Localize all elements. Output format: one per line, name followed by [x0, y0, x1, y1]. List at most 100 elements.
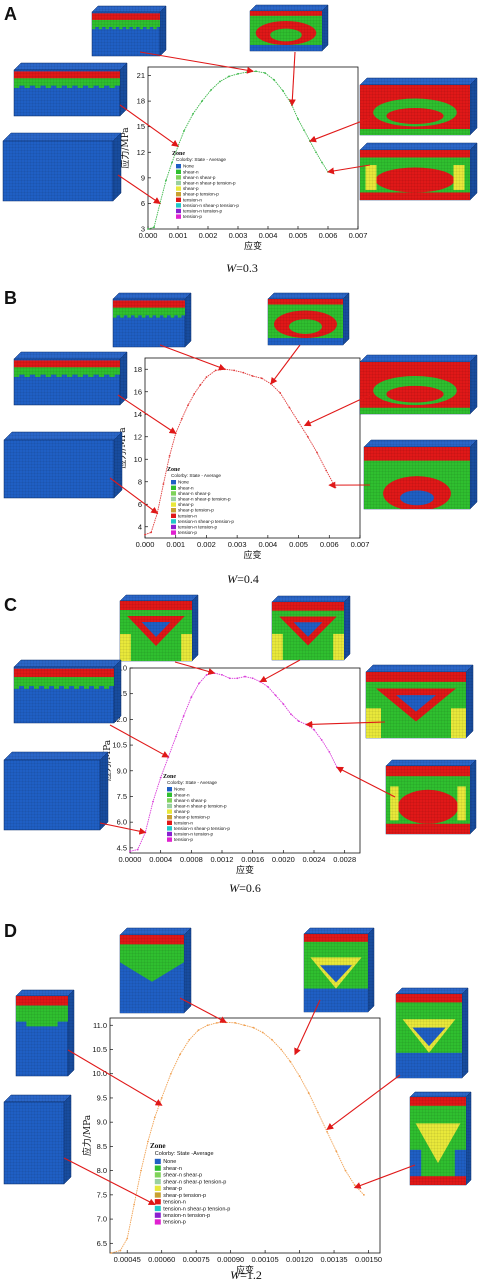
data-point — [298, 1075, 301, 1078]
legend-item-label: tension-n tension-p — [174, 832, 214, 837]
stress-strain-line — [111, 1021, 365, 1254]
x-tick-label: 0.003 — [228, 540, 247, 549]
cube-c6-failure-zones — [386, 766, 470, 834]
data-point — [205, 376, 208, 379]
legend-item-label: shear-p — [183, 186, 199, 191]
x-tick-label: 0.00135 — [320, 1255, 347, 1264]
data-point — [290, 713, 292, 716]
arrow-a1 — [139, 51, 254, 74]
cube-c1-failure-zones — [120, 601, 192, 661]
panel-c: C 0.0000 0.0004 0.0008 0.0012 0.0016 0.0020 0.0… — [3, 594, 477, 895]
y-tick-label: 6 — [138, 500, 142, 509]
legend-item-label: shear-n — [163, 1166, 182, 1172]
data-point — [237, 72, 239, 75]
legend-title: Zone — [150, 1142, 166, 1150]
legend-swatch — [154, 1219, 161, 1225]
y-tick-label: 8.0 — [97, 1166, 107, 1175]
y-axis-title: 应力/MPa — [119, 127, 131, 169]
data-point — [353, 1184, 356, 1187]
x-tick-label: 0.00045 — [114, 1255, 141, 1264]
cube-c2 — [271, 595, 351, 661]
data-point — [273, 78, 275, 81]
legend-swatch — [176, 214, 181, 219]
cube-d5 — [3, 1094, 72, 1185]
data-point — [190, 696, 193, 699]
data-point — [320, 739, 323, 741]
legend-item-label: tension-p — [178, 530, 197, 535]
data-point — [325, 469, 328, 472]
x-tick-label: 0.005 — [289, 540, 308, 549]
data-point — [274, 694, 277, 697]
data-point — [234, 1021, 237, 1024]
panel-caption: W=0.4 — [227, 572, 259, 586]
x-tick-label: 0.0012 — [211, 855, 234, 864]
legend-swatch — [176, 186, 181, 191]
arrow-a2 — [288, 51, 296, 107]
data-point — [175, 735, 177, 738]
data-point — [153, 1116, 156, 1119]
panel-label: C — [4, 595, 17, 615]
legend-swatch — [167, 803, 172, 809]
y-tick-label: 8 — [138, 477, 142, 486]
legend-item-label: shear-p — [174, 809, 190, 814]
cube-b4 — [359, 354, 478, 415]
cube-a3 — [13, 62, 128, 117]
cube-d6-failure-zones — [410, 1097, 466, 1185]
data-point — [288, 406, 291, 409]
data-point — [169, 1072, 172, 1075]
panel-b: B 0.000 0.001 0.002 0.003 0.004 0.005 0.006 0.00… — [3, 288, 478, 586]
y-tick-label: 4 — [138, 522, 142, 531]
data-point — [197, 1029, 200, 1032]
data-point — [282, 89, 284, 92]
cube-a4-failure-zones — [360, 85, 470, 135]
caption-value: =0.4 — [237, 572, 259, 586]
data-point — [344, 1169, 347, 1172]
data-point — [251, 677, 254, 680]
x-tick-label: 0.006 — [319, 231, 338, 240]
data-point — [201, 100, 203, 103]
panel-label: B — [4, 288, 17, 308]
legend-item-label: tension-n shear-p tension-p — [163, 1206, 230, 1212]
data-point — [165, 179, 167, 182]
data-point — [183, 130, 185, 132]
y-tick-label: 4.5 — [117, 843, 127, 852]
data-point — [180, 417, 183, 420]
data-point — [192, 112, 194, 115]
data-point — [206, 1024, 209, 1027]
arrow-a3 — [119, 104, 179, 147]
legend-swatch — [171, 480, 176, 485]
data-point — [188, 1038, 191, 1041]
cube-a4 — [359, 77, 478, 136]
x-tick-label: 0.007 — [349, 231, 368, 240]
data-point — [162, 483, 165, 485]
y-tick-label: 9.0 — [117, 766, 127, 775]
x-tick-label: 0.004 — [259, 231, 278, 240]
x-tick-label: 0.006 — [320, 540, 339, 549]
arrow-b2 — [270, 344, 301, 385]
legend-item-label: tension-n tension-p — [183, 209, 223, 214]
data-point — [279, 391, 282, 394]
cube-c3 — [13, 659, 122, 724]
legend-item-label: shear-p tension-p — [174, 815, 210, 820]
legend-swatch — [176, 208, 181, 214]
x-axis-title: 应变 — [236, 1264, 254, 1276]
legend-swatch — [176, 164, 181, 169]
legend-item-label: tension-n — [174, 820, 193, 825]
legend-item-label: tension-p — [183, 214, 202, 219]
data-point — [321, 161, 323, 164]
legend-swatch — [167, 798, 172, 803]
legend-swatch — [176, 192, 181, 197]
legend-item-label: tension-n — [163, 1200, 186, 1206]
cube-c6 — [385, 759, 477, 835]
legend-swatch — [171, 508, 176, 513]
legend-item-label: shear-n shear-p tension-p — [183, 181, 236, 186]
legend-swatch — [154, 1172, 161, 1178]
y-tick-label: 9.0 — [97, 1118, 107, 1127]
data-point — [297, 118, 299, 120]
data-point — [199, 384, 202, 386]
cube-c4 — [365, 664, 474, 739]
legend-item-label: shear-p tension-p — [163, 1193, 206, 1199]
legend-item-label: None — [183, 164, 194, 169]
